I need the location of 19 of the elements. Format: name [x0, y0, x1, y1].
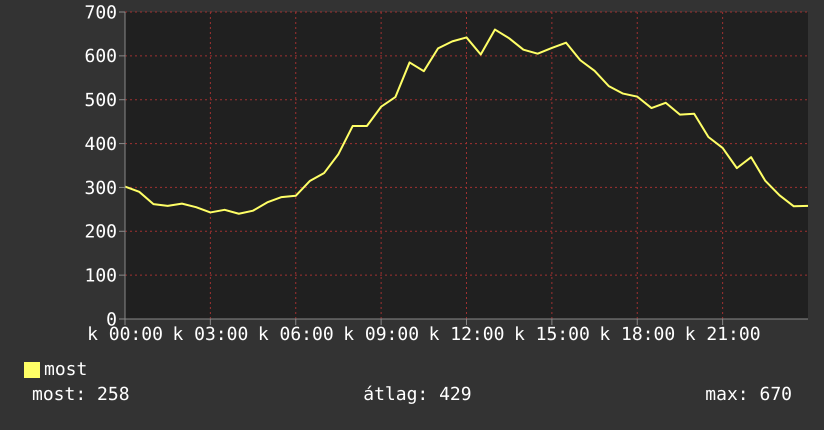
y-tick-label: 300 [84, 178, 117, 199]
y-tick-label: 700 [84, 2, 117, 24]
y-tick-label: 600 [84, 46, 117, 68]
legend-label: most [44, 359, 88, 380]
y-tick-label: 500 [84, 90, 117, 112]
text: max: 670 [705, 384, 792, 405]
line-series [125, 28, 808, 215]
x-tick-label: k 09:00 [343, 324, 420, 345]
x-tick-label: k 03:00 [172, 324, 248, 345]
text: átlag: 429 [363, 384, 472, 405]
x-tick-label: k 15:00 [514, 324, 590, 345]
y-tick-label: 400 [84, 134, 117, 155]
x-tick-label: k 06:00 [258, 324, 334, 345]
y-tick-label: 200 [84, 222, 117, 243]
text: most: 258 [32, 384, 130, 405]
x-tick-label: k 21:00 [684, 324, 761, 345]
x-tick-label: k 18:00 [599, 324, 676, 345]
x-tick-label: k 12:00 [428, 324, 504, 345]
y-tick-label: 100 [84, 266, 117, 287]
